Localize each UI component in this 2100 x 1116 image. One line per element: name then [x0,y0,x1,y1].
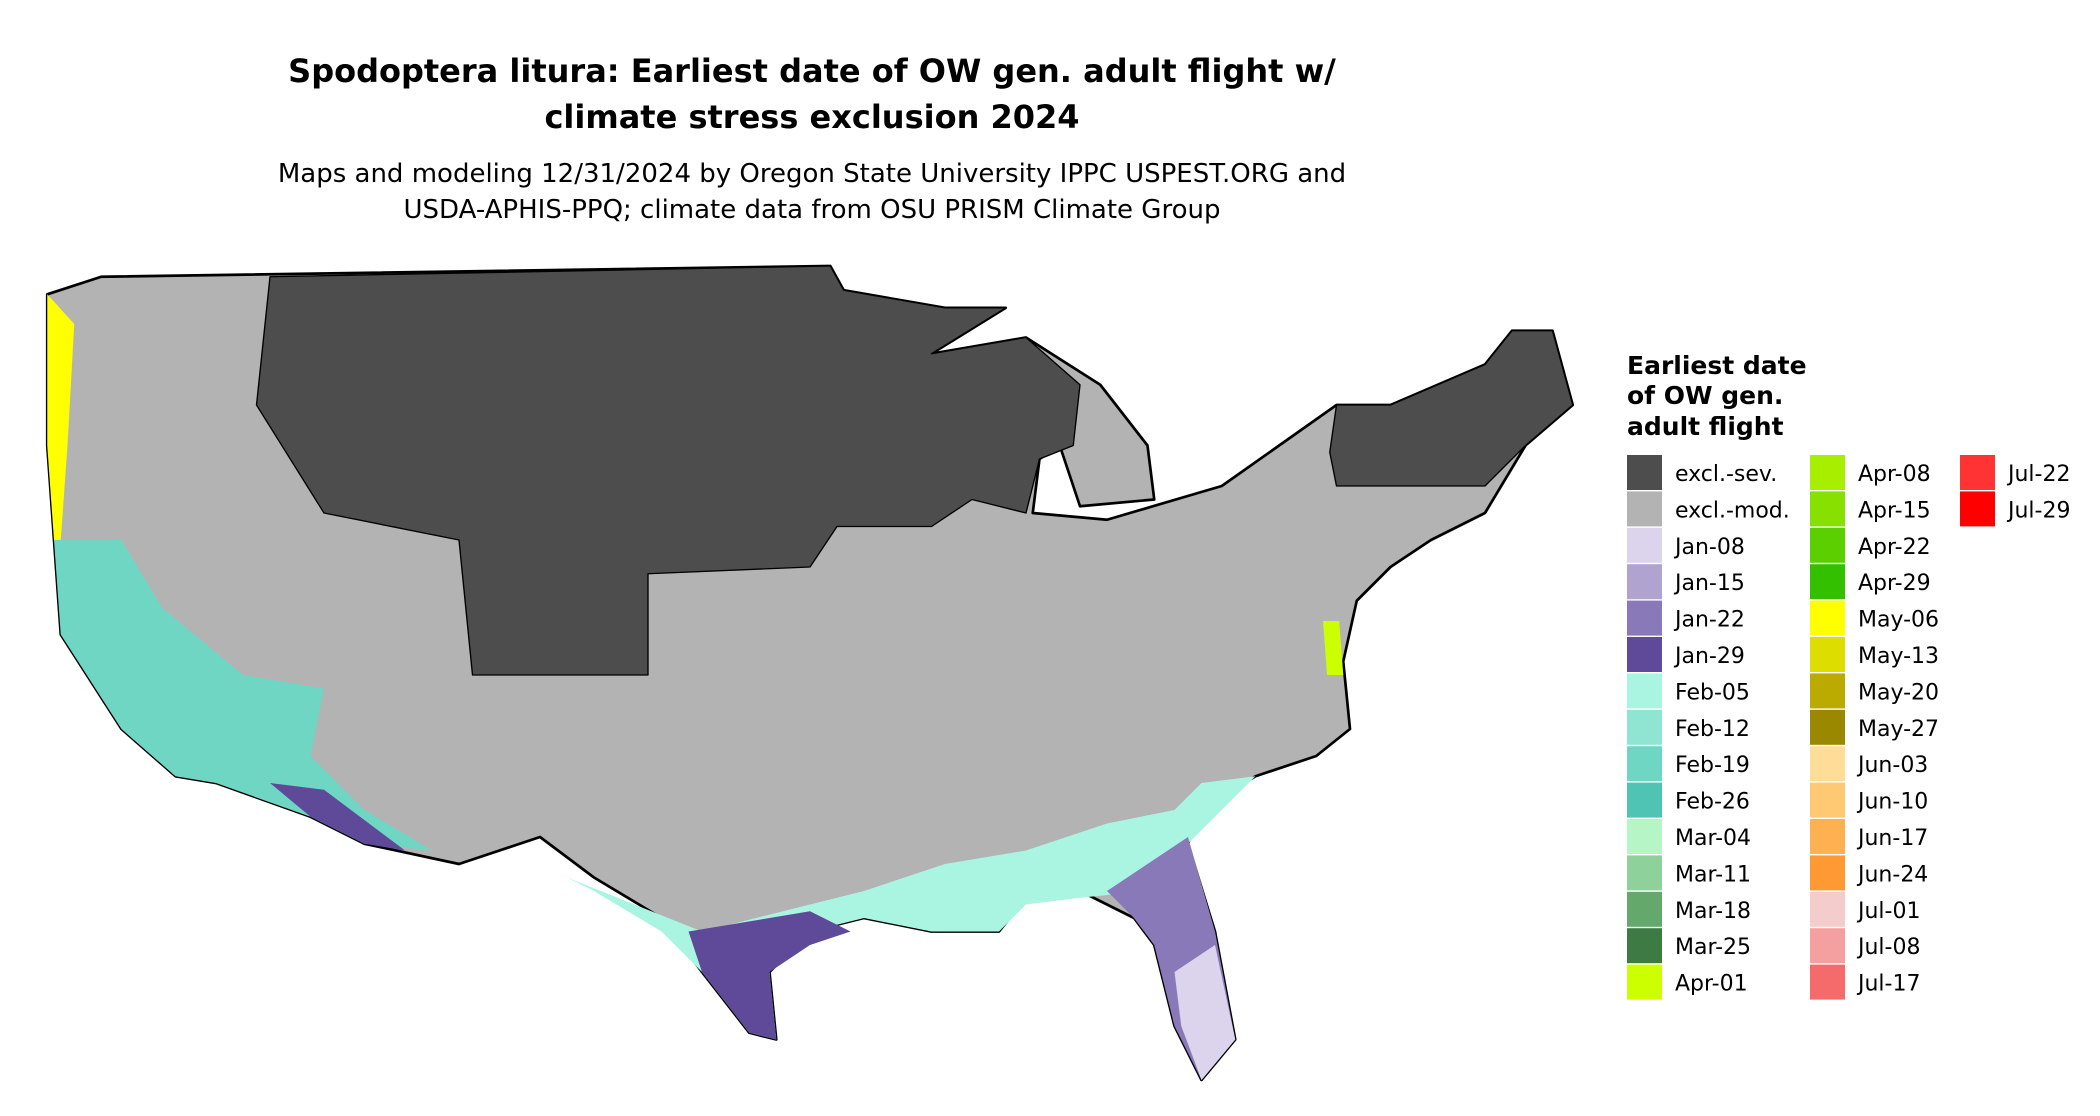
map [45,264,1575,1082]
legend-title: of OW gen. [1627,381,1783,410]
region [255,265,1081,676]
subtitle-line: USDA-APHIS-PPQ; climate data from OSU PR… [404,195,1221,225]
legend-label: Jul-01 [1856,899,1920,924]
legend-label: Apr-22 [1858,535,1931,560]
legend-label: Mar-18 [1675,899,1751,924]
legend-label: Jul-08 [1856,935,1920,960]
legend-swatch [1810,964,1845,1000]
legend-swatch [1810,600,1845,636]
region [688,911,851,1040]
legend-label: Apr-29 [1858,571,1931,596]
legend-label: Apr-01 [1675,972,1748,997]
legend-swatch [1810,673,1845,709]
legend-label: Mar-25 [1675,935,1751,960]
legend-swatch [1627,964,1662,1000]
region [54,540,432,851]
legend-swatch [1810,855,1845,891]
region [1329,330,1574,487]
legend-swatch [1627,891,1662,927]
legend-swatch [1627,782,1662,818]
legend-swatch [1810,527,1845,563]
legend-label: Feb-26 [1675,790,1750,815]
legend-swatch [1627,709,1662,745]
legend-label: May-27 [1858,717,1939,742]
legend-swatch [1627,855,1662,891]
legend-label: Jan-15 [1673,571,1745,596]
legend-label: Feb-12 [1675,717,1750,742]
legend-swatch [1627,746,1662,782]
legend-swatch [1810,819,1845,854]
legend-swatch [1627,600,1662,636]
legend-swatch [1810,746,1845,782]
legend-swatch [1960,455,1995,490]
legend-swatch [1627,564,1662,600]
legend-label: Jan-08 [1673,535,1745,560]
legend-label: May-06 [1858,608,1939,633]
legend-swatch [1627,928,1662,964]
region [47,294,75,540]
legend-label: Jun-24 [1856,862,1928,887]
legend-swatch [1627,673,1662,709]
legend-label: Mar-11 [1675,862,1751,887]
legend-label: Jan-22 [1673,608,1745,633]
legend-label: Jun-17 [1856,826,1928,851]
legend-swatch [1810,782,1845,818]
legend-swatch [1810,928,1845,964]
subtitle-line: Maps and modeling 12/31/2024 by Oregon S… [278,159,1346,189]
legend-swatch [1810,891,1845,927]
legend-label: Jun-10 [1856,790,1928,815]
legend-label: Jun-03 [1856,753,1928,778]
legend-label: Jul-17 [1856,972,1920,997]
legend-swatch [1627,527,1662,563]
legend-label: Feb-19 [1675,753,1750,778]
legend-title: adult flight [1627,412,1784,441]
legend-swatch [1810,564,1845,600]
legend-label: Apr-08 [1858,462,1931,487]
legend-label: May-13 [1858,644,1939,669]
region [270,783,405,851]
legend-label: Mar-04 [1675,826,1751,851]
legend-swatch [1810,637,1845,672]
legend-label: Jan-29 [1673,644,1745,669]
legend-swatch [1810,455,1845,490]
legend-swatch [1627,455,1662,490]
legend-swatch [1627,491,1662,527]
legend-swatch [1960,491,1995,527]
legend-swatch [1810,709,1845,745]
title-line: Spodoptera litura: Earliest date of OW g… [288,52,1336,90]
legend-label: excl.-sev. [1675,462,1777,487]
legend-label: Feb-05 [1675,680,1750,705]
legend-label: Jul-29 [2006,498,2070,523]
legend: excl.-sev. excl.-mod. Jan-08 Jan-15 Jan-22 Ja… [1627,455,2070,1000]
legend-label: Apr-15 [1858,498,1931,523]
legend-label: Jul-22 [2006,462,2070,487]
title-line: climate stress exclusion 2024 [544,98,1079,136]
legend-swatch [1627,637,1662,672]
legend-label: excl.-mod. [1675,498,1790,523]
region [1174,945,1236,1080]
legend-swatch [1810,491,1845,527]
legend-label: May-20 [1858,680,1939,705]
legend-swatch [1627,819,1662,854]
region [1323,621,1344,675]
legend-title: Earliest date [1627,351,1807,380]
